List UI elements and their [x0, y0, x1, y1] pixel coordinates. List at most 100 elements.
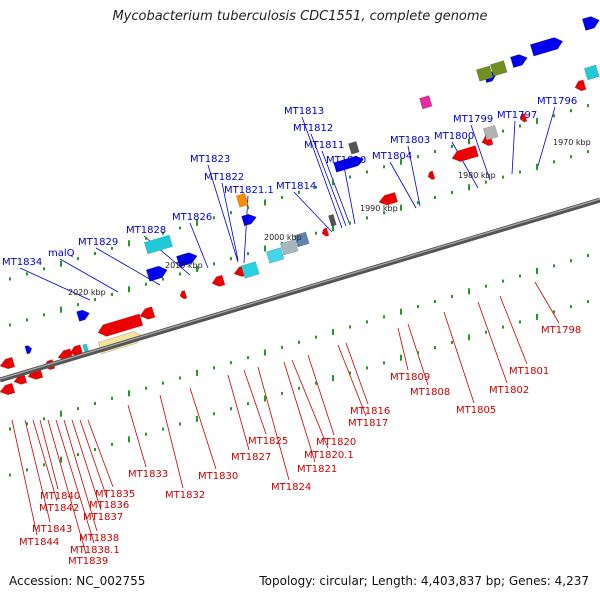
- tick-mark: [553, 114, 555, 118]
- scale-label: 1980 kbp: [458, 171, 496, 180]
- gene-label-bottom: MT1820.1: [304, 450, 354, 461]
- tick-mark: [281, 345, 283, 349]
- label-leader-line: [337, 344, 367, 417]
- tick-mark: [383, 361, 385, 365]
- gene-feature: [176, 252, 198, 268]
- gene-feature: [211, 274, 226, 287]
- tick-mark: [400, 204, 402, 211]
- tick-mark: [434, 150, 436, 153]
- gene-label-top: MT1800: [434, 131, 474, 142]
- tick-mark: [128, 286, 130, 293]
- tick-mark: [9, 323, 11, 327]
- tick-mark: [264, 349, 266, 356]
- gene-feature: [97, 313, 144, 337]
- gene-feature: [510, 54, 528, 69]
- label-leader-line: [24, 419, 51, 523]
- gene-label-bottom: MT1840: [40, 491, 80, 502]
- tick-mark: [417, 351, 419, 355]
- label-leader-line: [79, 419, 108, 499]
- tick-mark: [587, 104, 589, 108]
- label-leader-line: [87, 419, 114, 488]
- scale-label: 1990 kbp: [360, 204, 398, 213]
- tick-mark: [196, 265, 198, 272]
- tick-mark: [553, 310, 555, 314]
- tick-mark: [468, 184, 470, 191]
- gene-label-bottom: MT1830: [198, 471, 238, 482]
- tick-mark: [315, 185, 317, 189]
- label-leader-line: [397, 327, 409, 371]
- label-leader-line: [159, 394, 184, 489]
- label-leader-line: [291, 359, 329, 449]
- tick-mark: [264, 245, 266, 252]
- gene-label-bottom: MT1824: [271, 482, 311, 493]
- label-leader-line: [257, 366, 290, 481]
- gene-label-bottom: MT1833: [128, 469, 168, 480]
- gene-label-bottom: MT1844: [19, 537, 59, 548]
- tick-mark: [298, 190, 300, 194]
- gene-label-bottom: MT1809: [390, 372, 430, 383]
- label-leader-line: [283, 361, 316, 463]
- label-leader-line: [499, 295, 528, 365]
- tick-mark: [451, 144, 453, 148]
- tick-mark: [400, 354, 402, 361]
- gene-label-bottom: MT1839: [68, 556, 108, 567]
- gene-label-top: MT1823: [190, 154, 230, 165]
- gene-feature: [179, 290, 188, 300]
- tick-mark: [43, 267, 45, 271]
- tick-mark: [196, 415, 198, 422]
- tick-mark: [383, 165, 385, 169]
- tick-mark: [434, 300, 436, 303]
- label-leader-line: [310, 133, 347, 227]
- label-leader-line: [537, 106, 556, 167]
- tick-mark: [281, 195, 283, 199]
- gene-label-top: MT1796: [537, 96, 577, 107]
- label-leader-line: [343, 165, 356, 225]
- label-leader-line: [71, 419, 102, 511]
- gene-label-bottom: MT1802: [489, 385, 529, 396]
- tick-mark: [196, 219, 198, 226]
- tick-mark: [451, 340, 453, 344]
- gene-feature: [0, 356, 16, 370]
- gene-feature: [378, 191, 399, 206]
- tick-mark: [519, 170, 521, 174]
- gene-features: [0, 16, 600, 396]
- tick-mark: [332, 329, 334, 336]
- tick-mark: [213, 412, 215, 416]
- tick-mark: [9, 427, 11, 431]
- tick-mark: [9, 473, 11, 477]
- label-leader-line: [534, 281, 560, 324]
- tick-mark: [315, 381, 317, 385]
- tick-marks: [9, 104, 589, 477]
- gene-feature: [76, 309, 90, 322]
- tick-mark: [213, 216, 215, 220]
- genome-backbone-line: [0, 197, 600, 383]
- gene-label-bottom: MT1805: [456, 405, 496, 416]
- noncoding-feature: [328, 213, 337, 227]
- gene-label-top: MT1828: [126, 225, 166, 236]
- noncoding-feature: [475, 65, 494, 82]
- scale-label: 2010 kbp: [165, 261, 203, 270]
- tick-mark: [332, 225, 334, 232]
- tick-mark: [26, 468, 28, 472]
- tick-mark: [366, 320, 368, 324]
- noncoding-feature: [348, 141, 360, 155]
- label-leader-line: [11, 419, 38, 536]
- gene-feature: [574, 79, 587, 92]
- gene-label-top: MT1811: [304, 140, 344, 151]
- label-leader-line: [221, 182, 239, 261]
- label-leader-line: [407, 145, 421, 207]
- tick-mark: [315, 335, 317, 339]
- tick-mark: [111, 246, 113, 250]
- tick-mark: [213, 262, 215, 266]
- tick-mark: [145, 386, 147, 390]
- gene-label-bottom: MT1801: [509, 366, 549, 377]
- tick-mark: [26, 318, 28, 322]
- gene-label-bottom: MT1832: [165, 490, 205, 501]
- gene-label-top: MT1826: [172, 212, 212, 223]
- tick-mark: [332, 375, 334, 382]
- gene-feature: [139, 306, 156, 320]
- tick-mark: [247, 356, 249, 360]
- tick-mark: [366, 366, 368, 370]
- tick-mark: [485, 180, 487, 184]
- gene-label-bottom: MT1825: [248, 436, 288, 447]
